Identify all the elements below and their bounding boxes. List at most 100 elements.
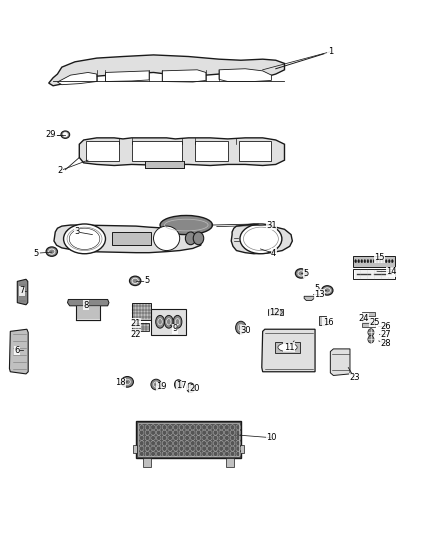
Polygon shape	[151, 446, 155, 451]
Polygon shape	[168, 451, 172, 457]
Polygon shape	[168, 424, 172, 430]
Text: 10: 10	[266, 433, 277, 442]
Text: 29: 29	[46, 130, 56, 139]
Polygon shape	[213, 440, 218, 446]
Text: 18: 18	[116, 378, 126, 387]
Ellipse shape	[46, 247, 57, 256]
Polygon shape	[168, 446, 172, 451]
Polygon shape	[179, 424, 184, 430]
Polygon shape	[219, 435, 223, 441]
Text: 6: 6	[14, 346, 20, 355]
Polygon shape	[179, 430, 184, 435]
Bar	[275, 342, 300, 353]
Ellipse shape	[278, 343, 297, 352]
Ellipse shape	[130, 276, 141, 286]
Polygon shape	[162, 451, 166, 457]
Polygon shape	[151, 451, 155, 457]
Ellipse shape	[121, 376, 134, 387]
Bar	[239, 141, 272, 161]
Ellipse shape	[155, 316, 164, 328]
Polygon shape	[208, 435, 212, 441]
Ellipse shape	[187, 383, 194, 392]
Polygon shape	[219, 451, 223, 457]
Bar	[138, 423, 239, 456]
Ellipse shape	[367, 260, 369, 263]
Text: 1: 1	[328, 47, 333, 56]
Ellipse shape	[368, 336, 374, 343]
Text: 16: 16	[323, 318, 333, 327]
Ellipse shape	[63, 133, 67, 137]
Text: 30: 30	[241, 326, 251, 335]
Polygon shape	[106, 71, 149, 82]
Ellipse shape	[173, 316, 182, 328]
Polygon shape	[145, 435, 150, 441]
Text: 21: 21	[130, 319, 141, 328]
Bar	[268, 309, 283, 316]
Polygon shape	[185, 430, 189, 435]
Polygon shape	[236, 451, 240, 457]
Polygon shape	[173, 430, 178, 435]
Polygon shape	[67, 300, 109, 306]
Polygon shape	[162, 424, 166, 430]
Polygon shape	[156, 430, 161, 435]
Polygon shape	[230, 451, 235, 457]
Polygon shape	[230, 435, 235, 441]
Polygon shape	[168, 435, 172, 441]
Polygon shape	[156, 424, 161, 430]
Polygon shape	[304, 296, 314, 301]
Text: 31: 31	[266, 221, 277, 230]
Polygon shape	[179, 446, 184, 451]
Ellipse shape	[240, 224, 282, 254]
Text: 5: 5	[314, 284, 320, 293]
Polygon shape	[219, 446, 223, 451]
Ellipse shape	[379, 260, 381, 263]
Text: 13: 13	[314, 289, 325, 298]
Ellipse shape	[368, 329, 374, 336]
Polygon shape	[230, 430, 235, 435]
Polygon shape	[330, 349, 350, 375]
Polygon shape	[225, 435, 229, 441]
Polygon shape	[179, 440, 184, 446]
Ellipse shape	[385, 260, 387, 263]
Ellipse shape	[185, 232, 196, 245]
Bar	[145, 161, 184, 168]
Polygon shape	[202, 430, 206, 435]
Polygon shape	[202, 435, 206, 441]
Polygon shape	[54, 225, 201, 253]
Ellipse shape	[361, 260, 363, 263]
Polygon shape	[156, 451, 161, 457]
Ellipse shape	[151, 379, 161, 390]
Polygon shape	[173, 424, 178, 430]
Polygon shape	[49, 55, 285, 86]
Polygon shape	[202, 424, 206, 430]
Polygon shape	[202, 451, 206, 457]
Polygon shape	[57, 72, 97, 85]
Polygon shape	[151, 430, 155, 435]
Polygon shape	[196, 435, 201, 441]
Polygon shape	[145, 430, 150, 435]
Bar	[86, 141, 119, 161]
Text: 15: 15	[374, 254, 385, 262]
Ellipse shape	[164, 316, 173, 328]
Polygon shape	[168, 440, 172, 446]
Polygon shape	[225, 430, 229, 435]
Polygon shape	[156, 440, 161, 446]
Text: 14: 14	[386, 268, 397, 276]
Text: 9: 9	[173, 324, 178, 333]
Ellipse shape	[389, 260, 390, 263]
Polygon shape	[173, 440, 178, 446]
Text: 3: 3	[74, 228, 80, 237]
Polygon shape	[191, 430, 195, 435]
Polygon shape	[219, 440, 223, 446]
Polygon shape	[162, 430, 166, 435]
Polygon shape	[236, 424, 240, 430]
Bar	[136, 421, 241, 458]
Text: 5: 5	[145, 276, 150, 285]
Bar	[362, 323, 375, 327]
Ellipse shape	[392, 260, 393, 263]
Polygon shape	[196, 446, 201, 451]
Bar	[132, 141, 182, 161]
Polygon shape	[179, 451, 184, 457]
Polygon shape	[191, 424, 195, 430]
Polygon shape	[219, 424, 223, 430]
